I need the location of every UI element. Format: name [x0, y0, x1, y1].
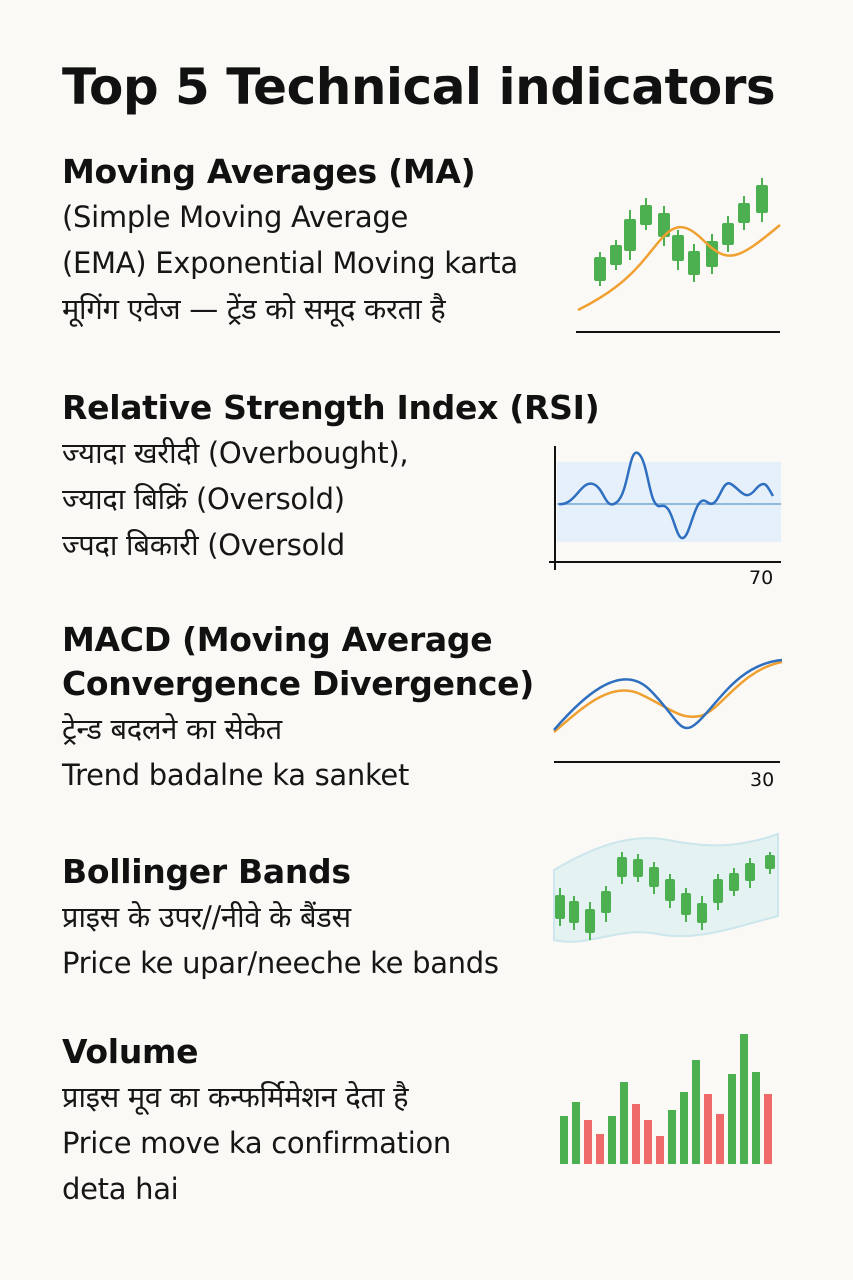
rsi-axis-label: 70	[749, 567, 773, 589]
section-line: ज्यादा बिक्रिं (Oversold)	[62, 482, 345, 516]
section-heading: Volume	[62, 1032, 199, 1071]
section-volume: Volume प्राइस मूव का कन्फर्मिमेशन देता ह…	[62, 1030, 451, 1212]
section-heading: MACD (Moving Average	[62, 620, 493, 659]
section-line: Price move ka confirmation	[62, 1126, 451, 1160]
section-line: (Simple Moving Average	[62, 200, 409, 234]
candlestick-moving-average-icon	[576, 178, 781, 333]
section-heading: Moving Averages (MA)	[62, 152, 476, 191]
section-line: ज्पदा बिकारी (Oversold	[62, 528, 345, 562]
section-line: मूगिंग एवेज — ट्रेंड को समूद करता है	[62, 292, 446, 326]
section-heading: Relative Strength Index (RSI)	[62, 388, 600, 427]
section-line: deta hai	[62, 1172, 179, 1206]
section-rsi: Relative Strength Index (RSI) ज्यादा खरी…	[62, 386, 600, 568]
section-line: प्राइस के उपर//नीवे के बैंडस	[62, 900, 351, 934]
macd-crossover-icon: 30	[553, 658, 783, 791]
section-line: ट्रेन्ड बदलने का सेकेत	[62, 712, 282, 746]
section-macd: MACD (Moving Average Convergence Diverge…	[62, 618, 534, 798]
section-moving-averages: Moving Averages (MA) (Simple Moving Aver…	[62, 150, 518, 332]
section-bollinger-bands: Bollinger Bands प्राइस के उपर//नीवे के ब…	[62, 850, 499, 986]
section-heading: Bollinger Bands	[62, 852, 351, 891]
section-line: Trend badalne ka sanket	[62, 758, 410, 792]
section-heading: Convergence Divergence)	[62, 664, 534, 703]
page-title: Top 5 Technical indicators	[62, 58, 776, 116]
rsi-oscillator-icon: 70	[549, 446, 781, 589]
macd-axis-label: 30	[750, 769, 774, 791]
section-line: (EMA) Exponential Moving karta	[62, 246, 518, 280]
section-line: ज्यादा खरीदी (Overbought),	[62, 436, 409, 470]
section-line: प्राइस मूव का कन्फर्मिमेशन देता है	[62, 1080, 409, 1114]
bollinger-bands-icon	[553, 832, 779, 943]
section-line: Price ke upar/neeche ke bands	[62, 946, 499, 980]
volume-bars-icon	[560, 1034, 772, 1164]
